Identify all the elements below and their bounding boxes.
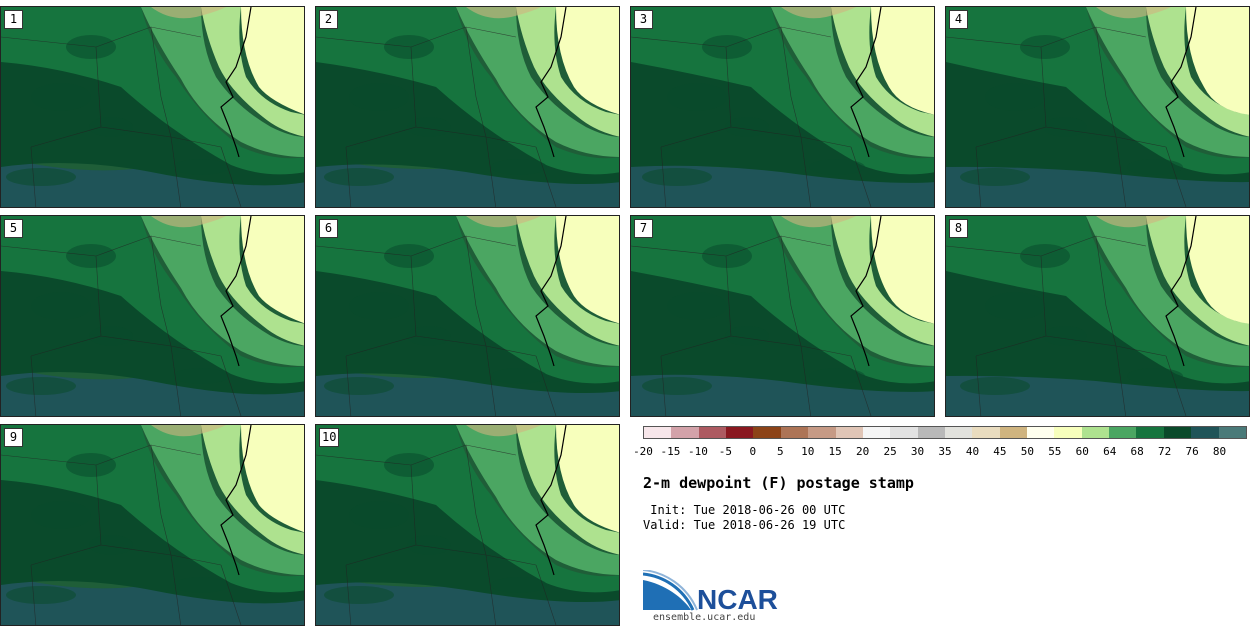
valid-time: Valid: Tue 2018-06-26 19 UTC <box>643 518 846 532</box>
dewpoint-map <box>1 216 304 416</box>
colorbar-tick-label: 80 <box>1212 445 1227 458</box>
colorbar-swatch <box>862 427 891 438</box>
page-title: 2-m dewpoint (F) postage stamp <box>643 474 914 492</box>
colorbar-tick-label: 76 <box>1185 445 1199 458</box>
dewpoint-map <box>946 216 1249 416</box>
colorbar-swatch <box>698 427 727 438</box>
colorbar-tick-label: 50 <box>1020 445 1034 458</box>
colorbar-swatch <box>890 427 918 438</box>
colorbar-swatch <box>1054 427 1082 438</box>
colorbar-tick-label: 30 <box>910 445 925 458</box>
colorbar-tick-label: 20 <box>856 445 870 458</box>
colorbar-tick-label: 45 <box>993 445 1007 458</box>
colorbar-swatch <box>780 427 809 438</box>
colorbar-swatch <box>1136 427 1164 438</box>
member-number: 1 <box>4 10 23 29</box>
colorbar-tick-label: 25 <box>883 445 897 458</box>
colorbar-tick-label: 0 <box>749 445 757 458</box>
dewpoint-map <box>1 425 304 625</box>
member-panel: 1 <box>0 6 305 208</box>
member-number: 4 <box>949 10 968 29</box>
member-panel: 4 <box>945 6 1250 208</box>
colorbar-tick-label: 40 <box>965 445 980 458</box>
colorbar-tick-label: 60 <box>1075 445 1089 458</box>
colorbar-swatch <box>753 427 781 438</box>
colorbar-swatch <box>1191 427 1219 438</box>
init-time: Init: Tue 2018-06-26 00 UTC <box>643 503 846 517</box>
member-number: 2 <box>319 10 338 29</box>
dewpoint-map <box>1 7 304 207</box>
colorbar-tick-label: 5 <box>776 445 784 458</box>
member-panel: 3 <box>630 6 935 208</box>
colorbar-ticks: -20 -15 -10 -5 0 5 10 15 20 25 30 35 40 45 50 55 60 64 68 7… <box>633 445 1247 459</box>
member-number: 6 <box>319 219 338 238</box>
dewpoint-map <box>316 216 619 416</box>
time-info: Init: Tue 2018-06-26 00 UTC Valid: Tue 20… <box>643 503 845 533</box>
colorbar-swatch <box>1109 427 1137 438</box>
website-link[interactable]: ensemble.ucar.edu <box>653 612 756 623</box>
member-panel: 8 <box>945 215 1250 417</box>
colorbar-tick-label: -10 <box>687 445 708 458</box>
member-number: 8 <box>949 219 968 238</box>
colorbar-swatch <box>1163 427 1192 438</box>
member-panel: 5 <box>0 215 305 417</box>
colorbar-swatch <box>1218 427 1246 438</box>
dewpoint-map <box>316 7 619 207</box>
colorbar-tick-label: -15 <box>660 445 681 458</box>
dewpoint-map <box>631 216 934 416</box>
colorbar-swatch <box>1027 427 1055 438</box>
colorbar-tick-label: 55 <box>1048 445 1062 458</box>
member-number: 3 <box>634 10 653 29</box>
colorbar-swatch <box>835 427 863 438</box>
member-panel: 6 <box>315 215 620 417</box>
member-number: 10 <box>319 428 340 447</box>
member-number: 7 <box>634 219 653 238</box>
colorbar-swatch <box>726 427 754 438</box>
member-number: 9 <box>4 428 23 447</box>
colorbar-tick-label: 15 <box>828 445 842 458</box>
dewpoint-map <box>631 7 934 207</box>
colorbar-swatch <box>944 427 973 438</box>
dewpoint-map <box>316 425 619 625</box>
colorbar-swatch <box>1081 427 1110 438</box>
colorbar-tick-label: 35 <box>938 445 952 458</box>
colorbar-tick-label: 64 <box>1103 445 1117 458</box>
dewpoint-map <box>946 7 1249 207</box>
colorbar <box>643 426 1247 439</box>
member-number: 5 <box>4 219 23 238</box>
colorbar-swatch <box>999 427 1028 438</box>
colorbar-swatch <box>671 427 699 438</box>
colorbar-tick-label: 72 <box>1158 445 1172 458</box>
colorbar-tick-label: 68 <box>1130 445 1144 458</box>
colorbar-tick-label: -5 <box>718 445 732 458</box>
colorbar-swatch <box>972 427 1000 438</box>
colorbar-tick-label: -20 <box>633 445 653 458</box>
member-panel: 10 <box>315 424 620 626</box>
member-panel: 9 <box>0 424 305 626</box>
colorbar-swatch <box>808 427 836 438</box>
colorbar-swatch <box>644 427 672 438</box>
logo-text: NCAR <box>697 584 778 615</box>
ncar-logo-icon <box>643 570 698 611</box>
member-panel: 7 <box>630 215 935 417</box>
member-panel: 2 <box>315 6 620 208</box>
colorbar-tick-label: 10 <box>801 445 815 458</box>
colorbar-swatch <box>917 427 945 438</box>
